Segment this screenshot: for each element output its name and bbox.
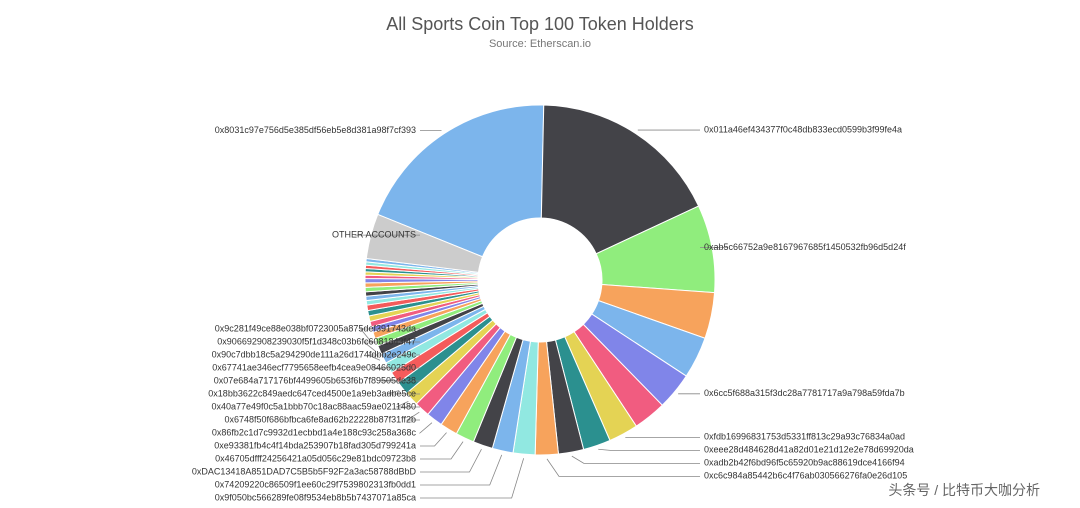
slice-label: 0x906692908239030f5f1d348c03b6fc6081843f… [217,336,416,346]
slice-label: 0x46705dfff24256421a05d056c29e81bdc09723… [215,453,416,463]
slice-label: 0x6748f50f686bfbca6fe8ad62b22228b87f31ff… [224,414,416,424]
watermark: 头条号 / 比特币大咖分析 [888,480,1040,500]
slice-label: 0xc6c984a85442b6c4f76ab030566276fa0e26d1… [704,471,907,481]
slice-label: 0x9c281f49ce88e038bf0723005a875def391743… [215,323,416,333]
slice-label: 0x40a77e49f0c5a1bbb70c18ac88aac59ae02114… [211,401,416,411]
slice-label: 0x6cc5f688a315f3dc28a7781717a9a798a59fda… [704,388,905,398]
leader-line [420,458,524,498]
slice-label: 0x86fb2c1d7c9932d1ecbbd1a4e188c93c258a36… [212,427,417,437]
slice-label: 0x9f050bc566289fe08f9534eb8b5b7437071a85… [215,492,416,502]
leader-line [420,442,463,459]
slice-label: 0x011a46ef434377f0c48db833ecd0599b3f99fe… [704,124,902,134]
leader-line [420,433,447,446]
slice-label: 0xe93381fb4c4f14bda253907b18fad305d79924… [214,440,416,450]
slice-label: 0x8031c97e756d5e385df56eb5e8d381a98f7cf3… [215,125,416,135]
leader-line [547,459,700,476]
slice-label: 0xab5c66752a9e8167967685f1450532fb96d5d2… [704,242,906,252]
leader-line [420,423,432,433]
donut-chart: 0x8031c97e756d5e385df56eb5e8d381a98f7cf3… [0,0,1080,508]
slice-label: 0xfdb16996831753d5331ff813c29a93c76834a0… [704,432,905,442]
slice-label: 0xadb2b42f6bd96f5c65920b9ac88619dce4166f… [704,458,905,468]
leader-line [420,449,481,472]
slice-label: 0x90c7dbb18c5a294290de111a26d174fdbb2e24… [212,349,417,359]
leader-line [572,456,700,463]
slice-label: 0x18bb3622c849aedc647ced4500e1a9eb3adbe5… [208,388,416,398]
slice-label: 0xDAC13418A851DAD7C5B5b5F92F2a3ac58788dB… [192,466,417,476]
leader-line [598,449,700,450]
slice-label: 0xeee28d484628d41a82d01e21d12e2e78d69920… [704,445,914,455]
slice-label: 0x07e684a717176bf4499605b653f6b7f89505de… [214,375,416,385]
slice-label: OTHER ACCOUNTS [332,229,416,239]
slice-label: 0x67741ae346ecf7795658eefb4cea9e08466025… [212,362,416,372]
slice-label: 0x74209220c86509f1ee60c29f7539802313fb0d… [215,479,416,489]
